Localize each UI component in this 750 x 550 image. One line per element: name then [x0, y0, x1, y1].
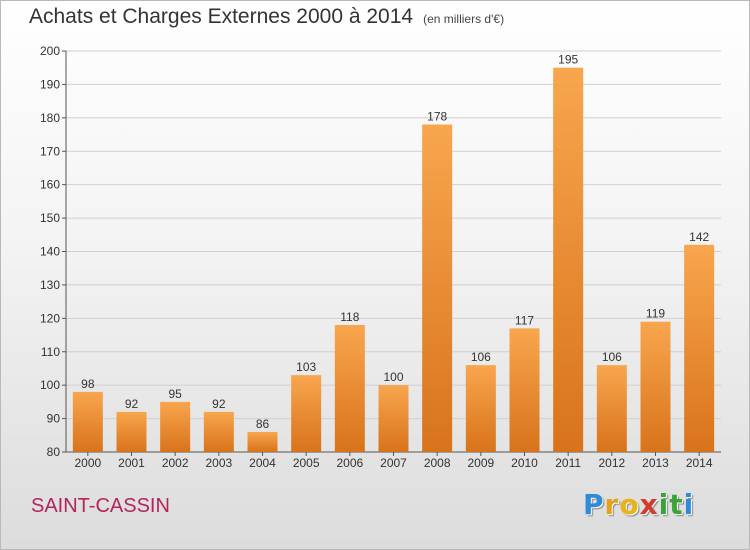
y-tick-label: 90: [47, 412, 61, 426]
data-label: 98: [81, 377, 95, 391]
data-label: 195: [558, 53, 578, 67]
data-label: 118: [340, 310, 359, 324]
bar: [596, 365, 627, 452]
x-tick-label: 2008: [424, 456, 451, 470]
bar: [640, 321, 671, 452]
data-label: 117: [515, 313, 534, 327]
bar: [334, 325, 365, 452]
x-tick-label: 2002: [162, 456, 189, 470]
x-tick-label: 2003: [205, 456, 232, 470]
y-tick-label: 160: [40, 178, 60, 192]
bar: [422, 124, 453, 453]
bar: [247, 431, 278, 452]
y-tick-label: 170: [40, 144, 60, 158]
chart-subtitle: (en milliers d'€): [423, 12, 505, 26]
data-label: 100: [383, 370, 403, 384]
data-label: 142: [689, 230, 709, 244]
data-label: 95: [168, 387, 182, 401]
x-tick-label: 2012: [598, 456, 625, 470]
x-tick-label: 2006: [336, 456, 363, 470]
data-label: 106: [471, 350, 491, 364]
chart-title: Achats et Charges Externes 2000 à 2014 (e…: [29, 5, 504, 29]
bar: [291, 375, 322, 452]
logo-letter: r: [604, 488, 620, 521]
bar: [509, 328, 540, 452]
data-label: 103: [296, 360, 316, 374]
logo-letter: i: [683, 488, 695, 521]
bar: [684, 244, 715, 452]
x-tick-label: 2001: [118, 456, 145, 470]
data-label: 178: [427, 110, 447, 124]
x-tick-label: 2005: [293, 456, 320, 470]
logo-letter: i: [658, 488, 670, 521]
bar: [72, 391, 103, 452]
x-tick-label: 2000: [74, 456, 101, 470]
logo-letter: t: [669, 488, 684, 521]
y-tick-label: 180: [40, 111, 60, 125]
bar: [116, 411, 147, 452]
place-name: SAINT-CASSIN: [31, 495, 170, 517]
bar: [203, 411, 234, 452]
y-tick-label: 130: [40, 278, 60, 292]
logo-letter: P: [583, 488, 605, 521]
y-tick-label: 120: [40, 311, 60, 325]
x-tick-label: 2009: [467, 456, 494, 470]
x-tick-label: 2014: [686, 456, 713, 470]
data-label: 119: [646, 307, 665, 321]
data-label: 86: [256, 417, 270, 431]
x-tick-label: 2004: [249, 456, 276, 470]
x-tick-label: 2013: [642, 456, 669, 470]
chart-title-text: Achats et Charges Externes 2000 à 2014: [29, 5, 414, 28]
data-label: 106: [602, 350, 622, 364]
x-tick-label: 2010: [511, 456, 538, 470]
logo-letter: x: [639, 488, 659, 521]
y-tick-label: 80: [47, 445, 61, 459]
y-tick-label: 150: [40, 211, 60, 225]
bar: [378, 385, 409, 452]
x-tick-label: 2011: [555, 456, 581, 470]
x-tick-label: 2007: [380, 456, 407, 470]
logo-letter: o: [619, 488, 640, 521]
y-tick-label: 190: [40, 77, 60, 91]
data-label: 92: [212, 397, 226, 411]
bar: [160, 401, 191, 452]
proxiti-logo: Proxiti: [583, 488, 694, 521]
bar: [465, 365, 496, 452]
bar: [553, 67, 584, 452]
data-label: 92: [125, 397, 139, 411]
y-tick-label: 110: [41, 345, 60, 359]
y-tick-label: 140: [40, 245, 60, 259]
y-tick-label: 200: [40, 44, 60, 58]
y-tick-label: 100: [40, 378, 60, 392]
